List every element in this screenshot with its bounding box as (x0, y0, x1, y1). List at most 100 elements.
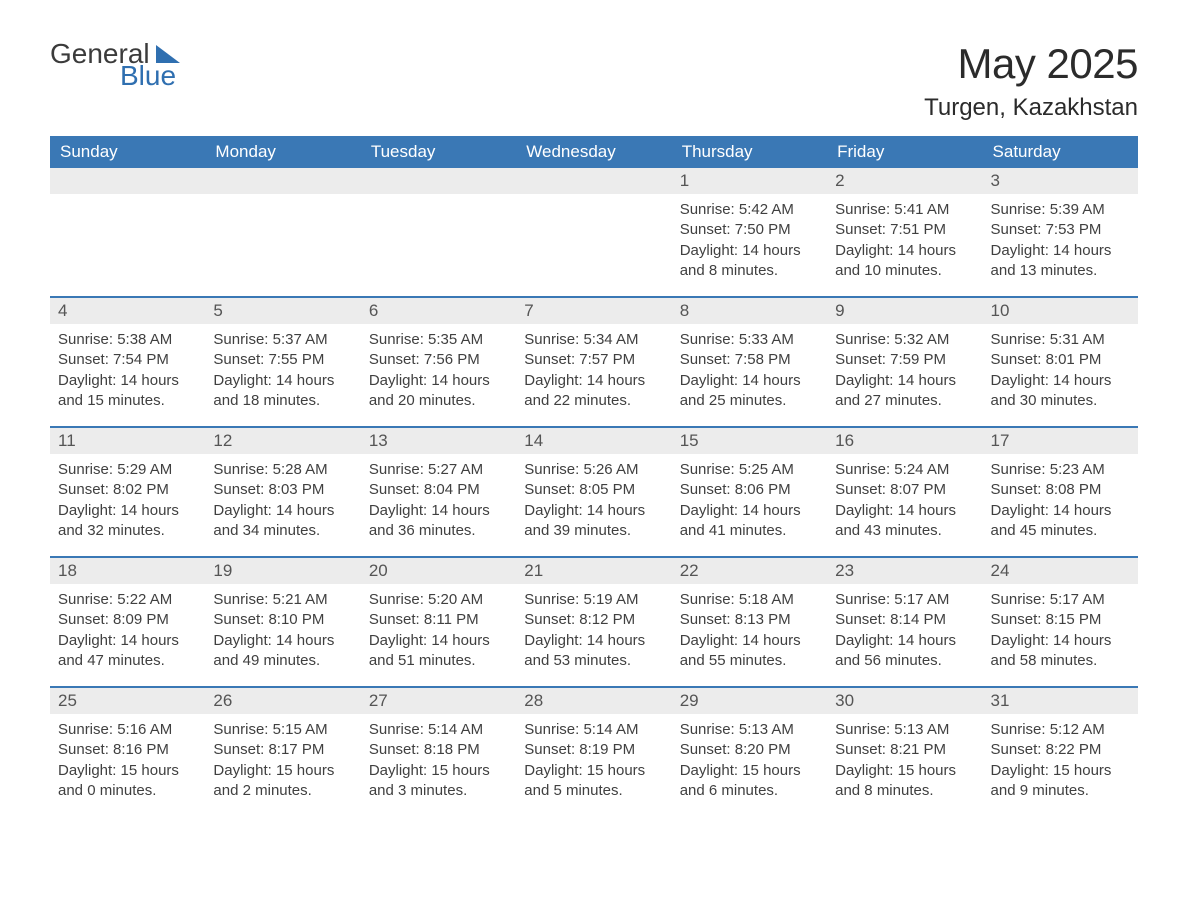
day-header-wednesday: Wednesday (516, 136, 671, 168)
day-data: Sunrise: 5:31 AMSunset: 8:01 PMDaylight:… (983, 324, 1138, 421)
calendar-cell: 8Sunrise: 5:33 AMSunset: 7:58 PMDaylight… (672, 298, 827, 426)
sunrise-line: Sunrise: 5:38 AM (58, 330, 197, 350)
sunset-line: Sunset: 8:07 PM (835, 480, 974, 500)
sunrise-line: Sunrise: 5:19 AM (524, 590, 663, 610)
sunset-line: Sunset: 8:12 PM (524, 610, 663, 630)
day-data: Sunrise: 5:23 AMSunset: 8:08 PMDaylight:… (983, 454, 1138, 551)
calendar-cell: 16Sunrise: 5:24 AMSunset: 8:07 PMDayligh… (827, 428, 982, 556)
sunrise-line: Sunrise: 5:13 AM (680, 720, 819, 740)
day-header-friday: Friday (827, 136, 982, 168)
sunrise-line: Sunrise: 5:25 AM (680, 460, 819, 480)
daylight-line: Daylight: 14 hours and 41 minutes. (680, 501, 819, 542)
daylight-line: Daylight: 14 hours and 56 minutes. (835, 631, 974, 672)
sunset-line: Sunset: 8:17 PM (213, 740, 352, 760)
day-number: 10 (983, 298, 1138, 324)
day-number: 24 (983, 558, 1138, 584)
daylight-line: Daylight: 14 hours and 55 minutes. (680, 631, 819, 672)
calendar-cell: 11Sunrise: 5:29 AMSunset: 8:02 PMDayligh… (50, 428, 205, 556)
location-label: Turgen, Kazakhstan (924, 94, 1138, 122)
calendar: Sunday Monday Tuesday Wednesday Thursday… (50, 136, 1138, 816)
day-data: Sunrise: 5:34 AMSunset: 7:57 PMDaylight:… (516, 324, 671, 421)
day-data: Sunrise: 5:17 AMSunset: 8:14 PMDaylight:… (827, 584, 982, 681)
day-number: 16 (827, 428, 982, 454)
calendar-cell: 6Sunrise: 5:35 AMSunset: 7:56 PMDaylight… (361, 298, 516, 426)
weeks-container: 1Sunrise: 5:42 AMSunset: 7:50 PMDaylight… (50, 168, 1138, 816)
sunset-line: Sunset: 7:54 PM (58, 350, 197, 370)
daylight-line: Daylight: 15 hours and 5 minutes. (524, 761, 663, 802)
calendar-cell: 3Sunrise: 5:39 AMSunset: 7:53 PMDaylight… (983, 168, 1138, 296)
daylight-line: Daylight: 14 hours and 53 minutes. (524, 631, 663, 672)
calendar-week: 18Sunrise: 5:22 AMSunset: 8:09 PMDayligh… (50, 556, 1138, 686)
day-number (361, 168, 516, 194)
day-data: Sunrise: 5:12 AMSunset: 8:22 PMDaylight:… (983, 714, 1138, 811)
day-data: Sunrise: 5:17 AMSunset: 8:15 PMDaylight:… (983, 584, 1138, 681)
daylight-line: Daylight: 14 hours and 13 minutes. (991, 241, 1130, 282)
daylight-line: Daylight: 15 hours and 8 minutes. (835, 761, 974, 802)
sunset-line: Sunset: 8:13 PM (680, 610, 819, 630)
daylight-line: Daylight: 14 hours and 58 minutes. (991, 631, 1130, 672)
sunrise-line: Sunrise: 5:34 AM (524, 330, 663, 350)
day-number: 1 (672, 168, 827, 194)
day-number: 25 (50, 688, 205, 714)
day-number: 21 (516, 558, 671, 584)
sunrise-line: Sunrise: 5:35 AM (369, 330, 508, 350)
daylight-line: Daylight: 14 hours and 45 minutes. (991, 501, 1130, 542)
sunset-line: Sunset: 7:57 PM (524, 350, 663, 370)
day-number (205, 168, 360, 194)
day-data: Sunrise: 5:14 AMSunset: 8:18 PMDaylight:… (361, 714, 516, 811)
day-data: Sunrise: 5:35 AMSunset: 7:56 PMDaylight:… (361, 324, 516, 421)
day-data: Sunrise: 5:28 AMSunset: 8:03 PMDaylight:… (205, 454, 360, 551)
calendar-cell: 2Sunrise: 5:41 AMSunset: 7:51 PMDaylight… (827, 168, 982, 296)
day-number: 27 (361, 688, 516, 714)
daylight-line: Daylight: 14 hours and 20 minutes. (369, 371, 508, 412)
sunset-line: Sunset: 8:02 PM (58, 480, 197, 500)
sunrise-line: Sunrise: 5:17 AM (835, 590, 974, 610)
daylight-line: Daylight: 14 hours and 22 minutes. (524, 371, 663, 412)
calendar-cell: 22Sunrise: 5:18 AMSunset: 8:13 PMDayligh… (672, 558, 827, 686)
day-data: Sunrise: 5:22 AMSunset: 8:09 PMDaylight:… (50, 584, 205, 681)
sunset-line: Sunset: 7:56 PM (369, 350, 508, 370)
day-number: 14 (516, 428, 671, 454)
calendar-cell: 17Sunrise: 5:23 AMSunset: 8:08 PMDayligh… (983, 428, 1138, 556)
daylight-line: Daylight: 14 hours and 39 minutes. (524, 501, 663, 542)
sunset-line: Sunset: 8:15 PM (991, 610, 1130, 630)
day-header-monday: Monday (205, 136, 360, 168)
calendar-week: 1Sunrise: 5:42 AMSunset: 7:50 PMDaylight… (50, 168, 1138, 296)
day-number: 3 (983, 168, 1138, 194)
sunset-line: Sunset: 8:19 PM (524, 740, 663, 760)
day-data: Sunrise: 5:16 AMSunset: 8:16 PMDaylight:… (50, 714, 205, 811)
day-number: 13 (361, 428, 516, 454)
sunrise-line: Sunrise: 5:39 AM (991, 200, 1130, 220)
calendar-cell: 15Sunrise: 5:25 AMSunset: 8:06 PMDayligh… (672, 428, 827, 556)
sunset-line: Sunset: 7:50 PM (680, 220, 819, 240)
day-number: 18 (50, 558, 205, 584)
calendar-week: 4 Sunrise: 5:38 AMSunset: 7:54 PM Daylight… (50, 296, 1138, 426)
day-number (50, 168, 205, 194)
daylight-line: Daylight: 14 hours and 8 minutes. (680, 241, 819, 282)
sunrise-line: Sunrise: 5:17 AM (991, 590, 1130, 610)
sunrise-line: Sunrise: 5:27 AM (369, 460, 508, 480)
day-number: 15 (672, 428, 827, 454)
sunrise-line: Sunrise: 5:31 AM (991, 330, 1130, 350)
title-block: May 2025 Turgen, Kazakhstan (924, 40, 1138, 122)
day-data: Sunrise: 5:29 AMSunset: 8:02 PMDaylight:… (50, 454, 205, 551)
calendar-cell: 26Sunrise: 5:15 AMSunset: 8:17 PMDayligh… (205, 688, 360, 816)
calendar-week: 25Sunrise: 5:16 AMSunset: 8:16 PMDayligh… (50, 686, 1138, 816)
page-title: May 2025 (924, 40, 1138, 88)
sunrise-line: Sunrise: 5:42 AM (680, 200, 819, 220)
day-data: Sunrise: 5:26 AMSunset: 8:05 PMDaylight:… (516, 454, 671, 551)
day-number: 4 (50, 298, 205, 324)
calendar-cell (50, 168, 205, 296)
daylight-line: Daylight: 14 hours and 36 minutes. (369, 501, 508, 542)
calendar-cell: 18Sunrise: 5:22 AMSunset: 8:09 PMDayligh… (50, 558, 205, 686)
sunrise-line: Sunrise: 5:33 AM (680, 330, 819, 350)
calendar-cell: 7Sunrise: 5:34 AMSunset: 7:57 PMDaylight… (516, 298, 671, 426)
sunrise-line: Sunrise: 5:18 AM (680, 590, 819, 610)
sunrise-line: Sunrise: 5:26 AM (524, 460, 663, 480)
day-number: 8 (672, 298, 827, 324)
day-data: Sunrise: 5:41 AMSunset: 7:51 PMDaylight:… (827, 194, 982, 291)
sunset-line: Sunset: 8:22 PM (991, 740, 1130, 760)
sunrise-line: Sunrise: 5:23 AM (991, 460, 1130, 480)
sunset-line: Sunset: 8:05 PM (524, 480, 663, 500)
daylight-line: Daylight: 15 hours and 0 minutes. (58, 761, 197, 802)
